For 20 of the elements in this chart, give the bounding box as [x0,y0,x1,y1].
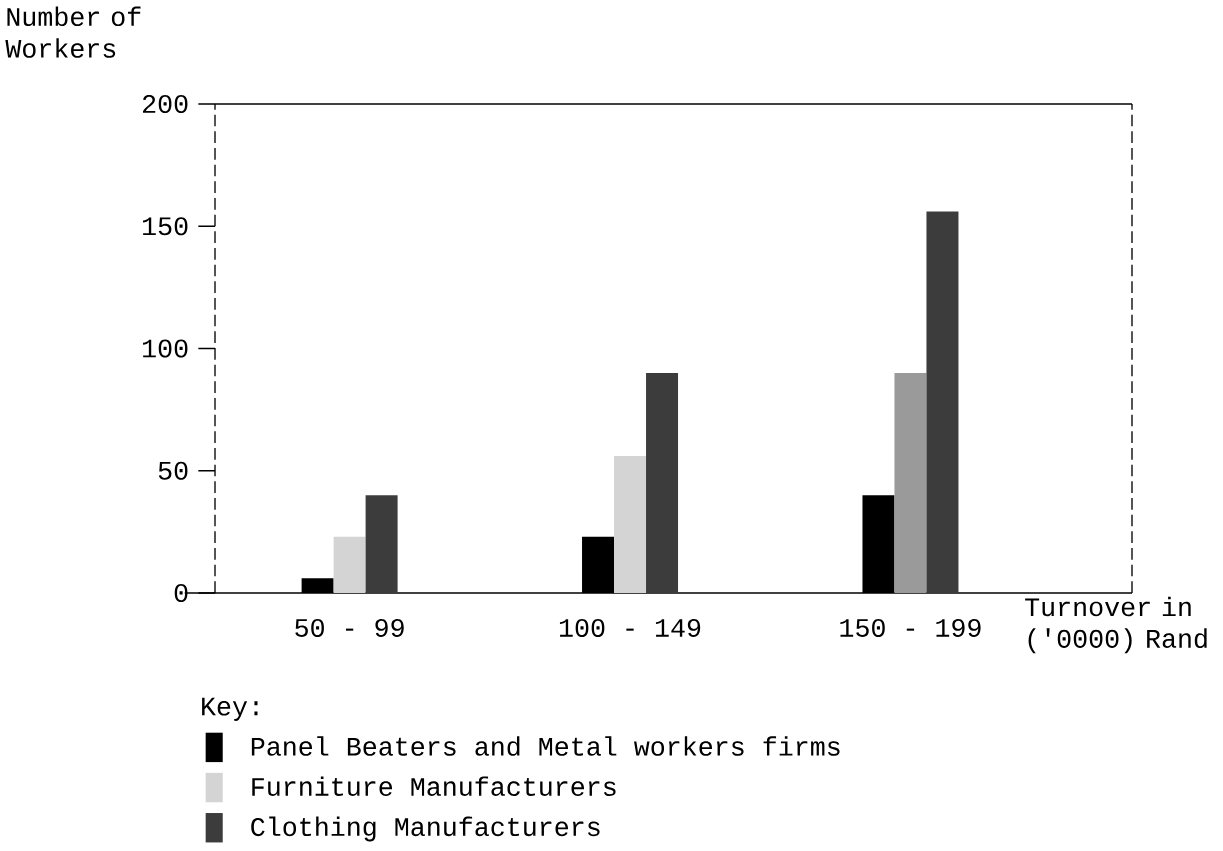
y-tick-label: 150 [143,217,188,236]
y-tick-label: 50 [158,461,188,480]
bar [614,456,647,593]
bar [365,495,398,593]
y-tick-label: 0 [174,583,188,603]
y-tick-label: 100 [143,339,188,358]
y-axis-title: Number of Workers [5,6,141,58]
legend-title: Key: [202,697,258,721]
x-tick-label: 150 - 199 [840,618,981,637]
x-axis-title: Turnover in ('0000) Rand [1025,596,1207,654]
bar [646,372,679,593]
legend-label: Panel Beaters and Metal workers firms [251,736,840,756]
bar [333,536,366,593]
x-tick-label: 100 - 149 [559,618,701,637]
y-tick-label: 200 [142,94,188,114]
legend-label: Clothing Manufacturers [251,816,600,842]
bar [894,372,927,593]
bar [926,211,959,593]
x-tick-label: 50 - 99 [295,618,404,637]
legend-label: Furniture Manufacturers [252,776,616,796]
